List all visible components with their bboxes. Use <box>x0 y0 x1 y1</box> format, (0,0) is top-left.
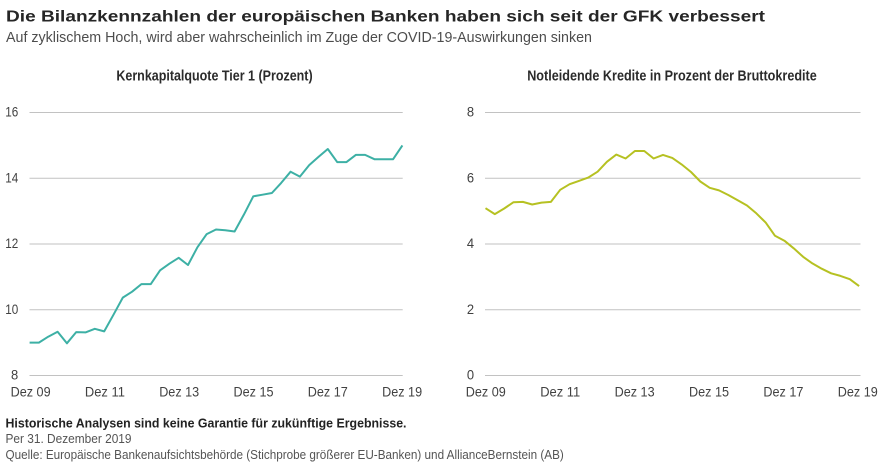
svg-text:Dez 17: Dez 17 <box>763 385 803 400</box>
svg-text:2: 2 <box>467 302 474 318</box>
svg-text:12: 12 <box>5 236 18 252</box>
svg-text:Auf zyklischem Hoch, wird aber: Auf zyklischem Hoch, wird aber wahrschei… <box>6 30 592 46</box>
svg-text:Quelle: Europäische Bankenaufs: Quelle: Europäische Bankenaufsichtsbehör… <box>6 447 564 462</box>
svg-text:Dez 15: Dez 15 <box>234 385 274 400</box>
svg-text:Per 31. Dezember 2019: Per 31. Dezember 2019 <box>6 431 132 446</box>
svg-text:Dez 11: Dez 11 <box>540 385 580 400</box>
svg-text:Dez 13: Dez 13 <box>615 385 655 400</box>
svg-text:Kernkapitalquote Tier 1 (Proze: Kernkapitalquote Tier 1 (Prozent) <box>116 68 312 84</box>
svg-text:4: 4 <box>467 236 474 252</box>
svg-text:Notleidende Kredite in Prozent: Notleidende Kredite in Prozent der Brutt… <box>527 68 817 84</box>
svg-text:Dez 11: Dez 11 <box>85 385 125 400</box>
svg-text:6: 6 <box>467 170 474 186</box>
svg-text:Dez 17: Dez 17 <box>308 385 348 400</box>
svg-text:14: 14 <box>5 170 18 186</box>
svg-text:Dez 19: Dez 19 <box>838 385 878 400</box>
svg-text:16: 16 <box>5 105 18 121</box>
svg-text:10: 10 <box>5 302 18 318</box>
svg-text:Dez 13: Dez 13 <box>159 385 199 400</box>
svg-text:8: 8 <box>467 105 474 121</box>
svg-text:Dez 19: Dez 19 <box>382 385 422 400</box>
svg-text:Historische Analysen sind kein: Historische Analysen sind keine Garantie… <box>6 415 407 430</box>
svg-text:8: 8 <box>11 368 18 384</box>
svg-text:Dez 09: Dez 09 <box>466 385 506 400</box>
svg-text:Dez 15: Dez 15 <box>689 385 729 400</box>
svg-text:Dez 09: Dez 09 <box>11 385 51 400</box>
svg-text:Die Bilanzkennzahlen der europ: Die Bilanzkennzahlen der europäischen Ba… <box>6 9 766 26</box>
svg-text:0: 0 <box>467 368 474 384</box>
